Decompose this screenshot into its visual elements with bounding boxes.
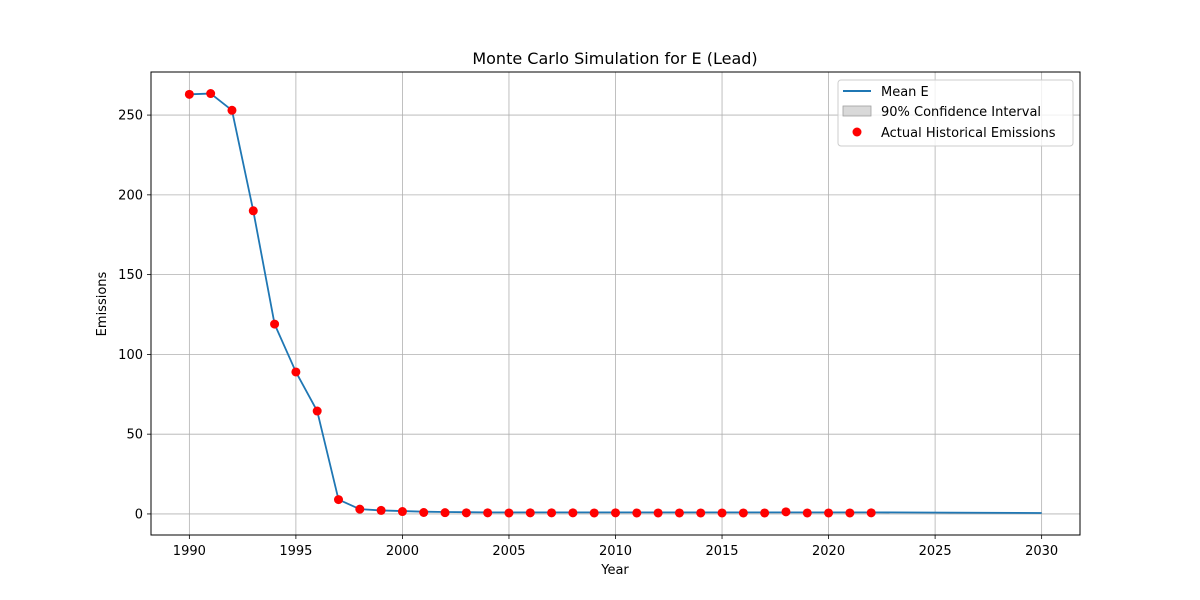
legend-scatter-swatch xyxy=(852,127,862,137)
actual-emission-point xyxy=(184,89,194,99)
actual-emission-point xyxy=(568,508,578,518)
x-tick-label: 1990 xyxy=(173,544,206,559)
legend: Mean E 90% Confidence Interval Actual Hi… xyxy=(837,79,1074,147)
actual-emission-point xyxy=(355,504,365,514)
actual-emission-point xyxy=(845,508,855,518)
x-tick-label: 2010 xyxy=(599,544,632,559)
actual-points xyxy=(184,89,876,518)
actual-emission-point xyxy=(717,508,727,518)
actual-emission-point xyxy=(632,508,642,518)
actual-emission-point xyxy=(781,507,791,517)
legend-ci-label: 90% Confidence Interval xyxy=(881,105,1041,120)
actual-emission-point xyxy=(866,508,876,518)
y-tick-label: 100 xyxy=(118,348,143,363)
actual-emission-point xyxy=(248,206,258,216)
x-tick-label: 2030 xyxy=(1025,544,1058,559)
actual-emission-point xyxy=(504,508,514,518)
actual-emission-point xyxy=(291,367,301,377)
actual-emission-point xyxy=(696,508,706,518)
actual-emission-point xyxy=(483,508,493,518)
actual-emission-point xyxy=(376,505,386,515)
actual-emission-point xyxy=(227,105,237,115)
actual-emission-point xyxy=(802,508,812,518)
actual-emission-point xyxy=(461,508,471,518)
x-tick-label: 1995 xyxy=(279,544,312,559)
legend-actual-label: Actual Historical Emissions xyxy=(881,126,1056,141)
actual-emission-point xyxy=(589,508,599,518)
legend-box xyxy=(837,79,1074,147)
actual-emission-point xyxy=(397,507,407,517)
x-tick-label: 2025 xyxy=(919,544,952,559)
x-tick-label: 2015 xyxy=(705,544,738,559)
mean-line-layer xyxy=(189,92,1042,514)
actual-emission-point xyxy=(611,508,620,518)
actual-emission-point xyxy=(419,508,429,518)
legend-mean-label: Mean E xyxy=(881,85,929,100)
actual-emission-point xyxy=(547,508,557,518)
axis-ticks: 1990 1995 2000 2005 2010 2015 2020 2025 2030 0 50 1… xyxy=(118,109,1058,559)
actual-emission-point xyxy=(824,508,834,518)
chart-title: Monte Carlo Simulation for E (Lead) xyxy=(472,49,757,68)
actual-emission-point xyxy=(653,508,663,518)
mean-e-line xyxy=(189,92,1042,514)
legend-band-swatch xyxy=(842,105,872,117)
actual-emission-point xyxy=(440,508,450,518)
actual-emission-point xyxy=(525,508,535,518)
x-tick-label: 2020 xyxy=(812,544,845,559)
y-axis-label: Emissions xyxy=(95,271,110,336)
y-tick-label: 200 xyxy=(118,188,143,203)
x-tick-label: 2000 xyxy=(386,544,419,559)
x-tick-label: 2005 xyxy=(492,544,525,559)
actual-emission-point xyxy=(334,495,344,505)
actual-emission-point xyxy=(674,508,684,518)
y-tick-label: 50 xyxy=(126,428,143,443)
actual-emission-point xyxy=(312,406,322,416)
y-tick-label: 150 xyxy=(118,268,143,283)
actual-emission-point xyxy=(206,89,216,99)
actual-emission-point xyxy=(738,508,748,518)
y-tick-label: 250 xyxy=(118,109,143,124)
actual-emission-point xyxy=(760,508,770,518)
actual-emission-point xyxy=(270,319,280,329)
x-axis-label: Year xyxy=(600,563,629,578)
y-tick-label: 0 xyxy=(135,507,143,522)
